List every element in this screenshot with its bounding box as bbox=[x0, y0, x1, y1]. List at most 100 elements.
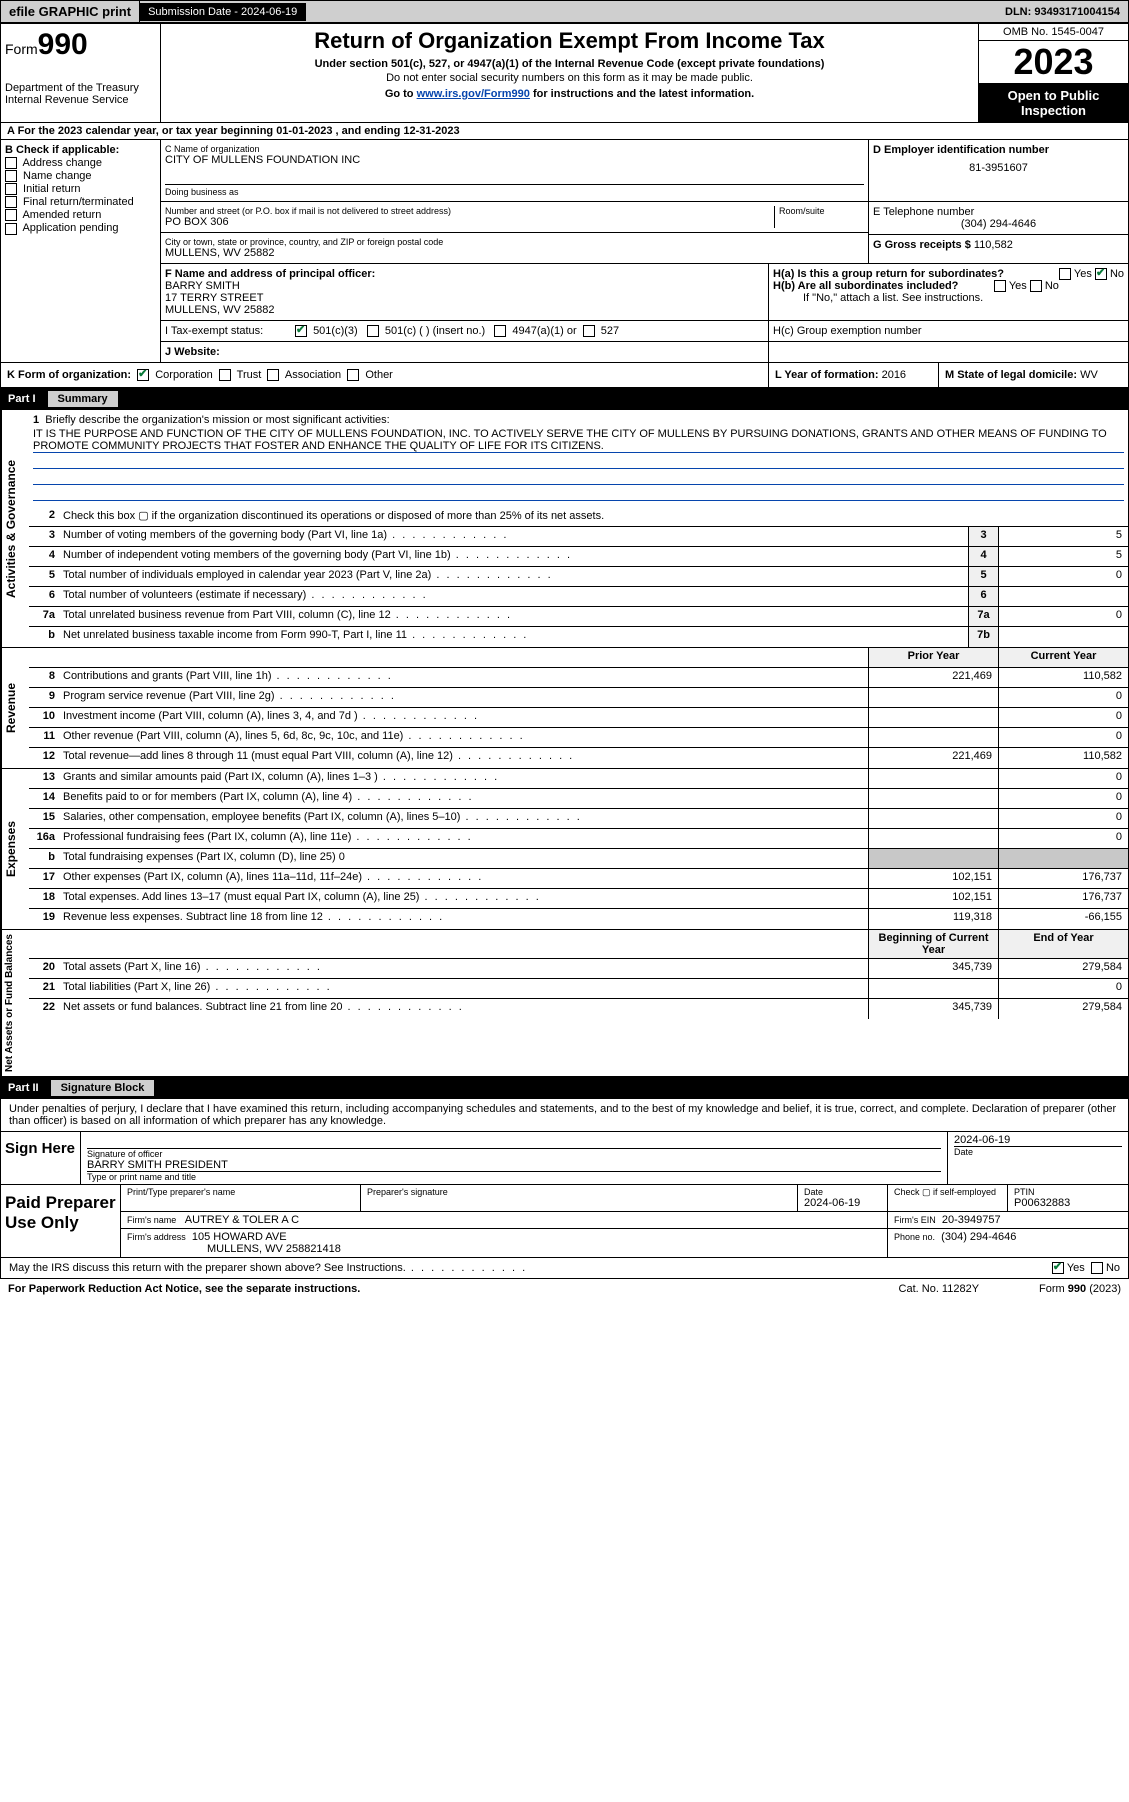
efile-label: efile GRAPHIC print bbox=[1, 1, 140, 22]
mission-text: IT IS THE PURPOSE AND FUNCTION OF THE CI… bbox=[33, 428, 1124, 453]
sub3-post: for instructions and the latest informat… bbox=[530, 88, 754, 100]
prep-row3: Firm's address 105 HOWARD AVE MULLENS, W… bbox=[121, 1229, 1128, 1257]
summary-line: bNet unrelated business taxable income f… bbox=[29, 627, 1128, 647]
k-opt-cb[interactable] bbox=[219, 369, 231, 381]
prep-row1: Print/Type preparer's name Preparer's si… bbox=[121, 1185, 1128, 1212]
name-block: C Name of organization CITY OF MULLENS F… bbox=[161, 140, 1128, 202]
firm-name-cell: Firm's name AUTREY & TOLER A C bbox=[121, 1212, 888, 1228]
website-row: J Website: bbox=[161, 342, 1128, 362]
4947-cb[interactable] bbox=[494, 325, 506, 337]
ha-no: No bbox=[1110, 268, 1124, 280]
hb-no-cb[interactable] bbox=[1030, 280, 1042, 292]
part2-num: Part II bbox=[8, 1082, 51, 1094]
discuss-text: May the IRS discuss this return with the… bbox=[9, 1262, 1052, 1274]
form-header: Form990 Department of the Treasury Inter… bbox=[0, 23, 1129, 123]
sign-block: Sign Here Signature of officer BARRY SMI… bbox=[0, 1132, 1129, 1185]
rev-hdr: Prior Year Current Year bbox=[29, 648, 1128, 668]
part1-title: Summary bbox=[48, 391, 118, 407]
net-hdr: Beginning of Current Year End of Year bbox=[29, 930, 1128, 959]
pt-name-label: Print/Type preparer's name bbox=[127, 1187, 354, 1197]
m-label: M State of legal domicile: bbox=[945, 369, 1077, 381]
opt4: 527 bbox=[601, 325, 619, 337]
org-name: CITY OF MULLENS FOUNDATION INC bbox=[165, 154, 864, 166]
prep-date-label: Date bbox=[804, 1187, 881, 1197]
k-opt-cb[interactable] bbox=[137, 369, 149, 381]
prior-hdr: Prior Year bbox=[868, 648, 998, 667]
ha-row: H(a) Is this a group return for subordin… bbox=[773, 268, 1124, 280]
addr-left: Number and street (or P.O. box if mail i… bbox=[161, 202, 868, 263]
d-label: D Employer identification number bbox=[873, 144, 1049, 156]
checkbox-icon[interactable] bbox=[5, 157, 17, 169]
summary-line: 17Other expenses (Part IX, column (A), l… bbox=[29, 869, 1128, 889]
hb-label: H(b) Are all subordinates included? bbox=[773, 280, 958, 292]
ha-yes-cb[interactable] bbox=[1059, 268, 1071, 280]
col-b-item: Initial return bbox=[5, 183, 156, 195]
exp-section: Expenses 13Grants and similar amounts pa… bbox=[0, 769, 1129, 930]
name-left: C Name of organization CITY OF MULLENS F… bbox=[161, 140, 868, 201]
col-b-item: Final return/terminated bbox=[5, 196, 156, 208]
fo-mid: L Year of formation: 2016 bbox=[768, 363, 938, 387]
city-row: City or town, state or province, country… bbox=[161, 233, 868, 263]
officer-name: BARRY SMITH bbox=[165, 280, 240, 292]
summary-line: bTotal fundraising expenses (Part IX, co… bbox=[29, 849, 1128, 869]
mission-block: 1 Briefly describe the organization's mi… bbox=[29, 410, 1128, 507]
summary-line: 7aTotal unrelated business revenue from … bbox=[29, 607, 1128, 627]
part1-header: Part I Summary bbox=[0, 388, 1129, 410]
header-mid: Return of Organization Exempt From Incom… bbox=[161, 24, 978, 122]
discuss-yes-cb[interactable] bbox=[1052, 1262, 1064, 1274]
summary-line: 10Investment income (Part VIII, column (… bbox=[29, 708, 1128, 728]
501c3-cb[interactable] bbox=[295, 325, 307, 337]
summary-line: 12Total revenue—add lines 8 through 11 (… bbox=[29, 748, 1128, 768]
l-label: L Year of formation: bbox=[775, 369, 879, 381]
header-sub: Under section 501(c), 527, or 4947(a)(1)… bbox=[169, 58, 970, 70]
k-opt-cb[interactable] bbox=[267, 369, 279, 381]
firm-addr2: MULLENS, WV 258821418 bbox=[207, 1243, 341, 1255]
form-org-row: K Form of organization: Corporation Trus… bbox=[0, 363, 1129, 388]
ha-yes: Yes bbox=[1074, 268, 1092, 280]
website-right bbox=[768, 342, 1128, 362]
officer-addr1: 17 TERRY STREET bbox=[165, 292, 263, 304]
checkbox-icon[interactable] bbox=[5, 196, 17, 208]
fo-left: K Form of organization: Corporation Trus… bbox=[1, 363, 768, 387]
city-label: City or town, state or province, country… bbox=[165, 237, 864, 247]
sig-row1: Signature of officer BARRY SMITH PRESIDE… bbox=[81, 1132, 1128, 1184]
mission-q: Briefly describe the organization's miss… bbox=[45, 414, 389, 426]
firm-name: AUTREY & TOLER A C bbox=[185, 1214, 299, 1226]
firm-ein: 20-3949757 bbox=[942, 1214, 1001, 1226]
checkbox-icon[interactable] bbox=[5, 170, 17, 182]
gov-vlabel: Activities & Governance bbox=[1, 410, 29, 647]
exp-vlabel: Expenses bbox=[1, 769, 29, 929]
discuss-no-cb[interactable] bbox=[1091, 1262, 1103, 1274]
name-right: D Employer identification number 81-3951… bbox=[868, 140, 1128, 201]
k-opt-cb[interactable] bbox=[347, 369, 359, 381]
rev-section: Revenue Prior Year Current Year 8Contrib… bbox=[0, 648, 1129, 769]
dept-label: Department of the Treasury Internal Reve… bbox=[5, 82, 156, 106]
hb-no: No bbox=[1045, 280, 1059, 292]
summary-line: 3Number of voting members of the governi… bbox=[29, 527, 1128, 547]
officer-right: H(a) Is this a group return for subordin… bbox=[768, 264, 1128, 320]
hb-yes-cb[interactable] bbox=[994, 280, 1006, 292]
ptin: P00632883 bbox=[1014, 1197, 1122, 1209]
prep-sig-label: Preparer's signature bbox=[367, 1187, 791, 1197]
sign-date: 2024-06-19 bbox=[954, 1134, 1122, 1146]
checkbox-icon[interactable] bbox=[5, 223, 17, 235]
summary-line: 13Grants and similar amounts paid (Part … bbox=[29, 769, 1128, 789]
checkbox-icon[interactable] bbox=[5, 183, 17, 195]
checkbox-icon[interactable] bbox=[5, 209, 17, 221]
instructions-link[interactable]: www.irs.gov/Form990 bbox=[417, 88, 530, 100]
ptin-cell: PTIN P00632883 bbox=[1008, 1185, 1128, 1211]
sign-here-label: Sign Here bbox=[1, 1132, 81, 1184]
check-cell: Check ▢ if self-employed bbox=[888, 1185, 1008, 1211]
col-b-item: Application pending bbox=[5, 222, 156, 234]
phone: (304) 294-4646 bbox=[873, 218, 1124, 230]
opt1: 501(c)(3) bbox=[313, 325, 358, 337]
header-sub2: Do not enter social security numbers on … bbox=[169, 72, 970, 84]
net-section: Net Assets or Fund Balances Beginning of… bbox=[0, 930, 1129, 1077]
ein: 81-3951607 bbox=[873, 162, 1124, 174]
527-cb[interactable] bbox=[583, 325, 595, 337]
fo-right: M State of legal domicile: WV bbox=[938, 363, 1128, 387]
summary-line: 2Check this box ▢ if the organization di… bbox=[29, 507, 1128, 527]
j-label: J Website: bbox=[161, 342, 291, 362]
ha-no-cb[interactable] bbox=[1095, 268, 1107, 280]
501c-cb[interactable] bbox=[367, 325, 379, 337]
